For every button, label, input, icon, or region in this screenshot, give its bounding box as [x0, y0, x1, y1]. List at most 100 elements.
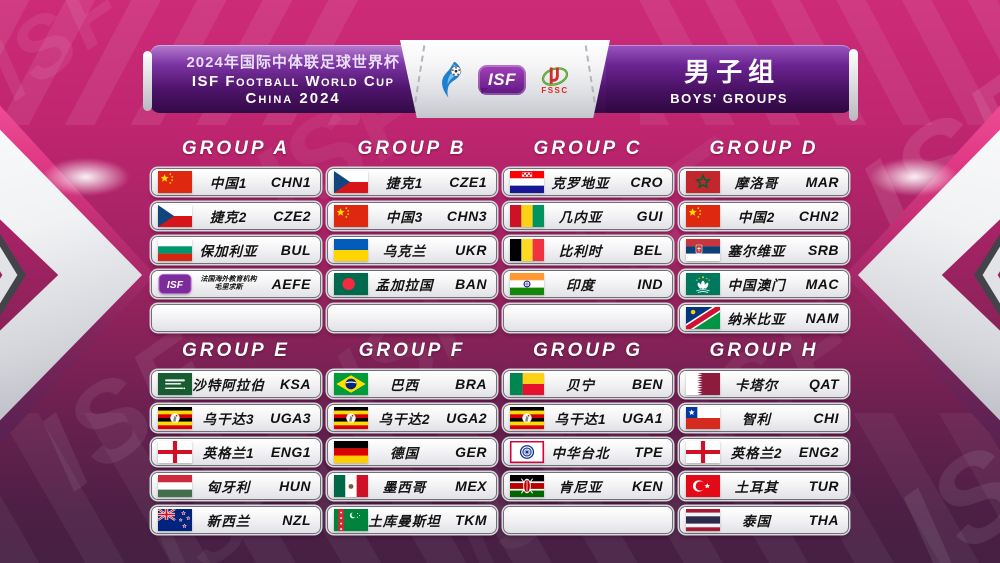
team-name: 肯尼亚	[558, 480, 603, 495]
team-row: 乌干达3 UGA3	[152, 405, 320, 431]
team-row: 保加利亚 BUL	[152, 237, 320, 263]
team-name: 土耳其	[734, 480, 779, 495]
team-name: 中国2	[737, 210, 776, 225]
china-flag-icon	[686, 205, 720, 227]
benin-flag-icon	[510, 373, 544, 395]
team-code: GER	[455, 444, 487, 460]
group-e: GROUP E 沙特阿拉伯 KSA 乌干达3 UGA3 英格兰1 ENG1 匈牙利 HU…	[152, 340, 320, 541]
header-right-panel: 男子组 BOYS' GROUPS	[606, 45, 858, 121]
team-name: 几内亚	[558, 210, 603, 225]
team-code: QAT	[808, 376, 839, 392]
mexico-flag-icon	[334, 475, 368, 497]
team-code: NZL	[282, 512, 311, 528]
team-code: IND	[637, 276, 663, 292]
team-row: 沙特阿拉伯 KSA	[152, 371, 320, 397]
group-title: GROUP B	[357, 138, 467, 159]
empty-flag-slot	[334, 307, 368, 329]
thailand-flag-icon	[686, 509, 720, 531]
team-row: 中华台北 TPE	[504, 439, 672, 465]
isf-aefe-flag-icon: ISF	[158, 273, 192, 295]
team-code: UGA1	[622, 410, 663, 426]
team-row: 几内亚 GUI	[504, 203, 672, 229]
header-banner: 2024年国际中体联足球世界杯 ISF Football World Cup C…	[142, 40, 858, 121]
team-code: CRO	[630, 174, 663, 190]
group-c: GROUP C 克罗地亚 CRO 几内亚 GUI 比利时 BEL 印度 IND	[504, 138, 672, 339]
svg-text:ISF: ISF	[167, 280, 184, 291]
team-row: 乌干达2 UGA2	[328, 405, 496, 431]
team-row: 中国3 CHN3	[328, 203, 496, 229]
team-row: 贝宁 BEN	[504, 371, 672, 397]
isf-logo-label: ISF	[488, 70, 516, 89]
namibia-flag-icon	[686, 307, 720, 329]
qatar-flag-icon	[686, 373, 720, 395]
team-code: BEL	[633, 242, 663, 258]
team-row: 中国澳门 MAC	[680, 271, 848, 297]
group-g: GROUP G 贝宁 BEN 乌干达1 UGA1 中华台北 TPE 肯尼亚 KEN	[504, 340, 672, 541]
czech-flag-icon	[158, 205, 192, 227]
team-name: 墨西哥	[382, 480, 427, 495]
team-row: 土库曼斯坦 TKM	[328, 507, 496, 533]
team-name: 中华台北	[551, 446, 610, 461]
team-row: 泰国 THA	[680, 507, 848, 533]
fssc-emblem-icon	[541, 67, 569, 86]
belgium-flag-icon	[510, 239, 544, 261]
team-code: TPE	[634, 444, 663, 460]
team-code: MEX	[455, 478, 487, 494]
groups-grid-bottom: GROUP E 沙特阿拉伯 KSA 乌干达3 UGA3 英格兰1 ENG1 匈牙利 HU…	[152, 340, 848, 541]
team-code: CZE2	[273, 208, 311, 224]
team-name: 中国3	[385, 210, 424, 225]
team-code: SRB	[807, 242, 839, 258]
ukraine-flag-icon	[334, 239, 368, 261]
team-row: 孟加拉国 BAN	[328, 271, 496, 297]
team-code: KSA	[279, 376, 311, 392]
group-title: GROUP A	[181, 138, 291, 159]
empty-flag-slot	[158, 307, 192, 329]
team-row: 克罗地亚 CRO	[504, 169, 672, 195]
group-title: GROUP G	[532, 340, 644, 361]
team-row: ISF 法国海外教育机构 毛里求斯 AEFE	[152, 271, 320, 297]
team-name: 印度	[566, 278, 595, 293]
team-name: 英格兰2	[730, 446, 783, 461]
team-row: 摩洛哥 MAR	[680, 169, 848, 195]
team-row: 墨西哥 MEX	[328, 473, 496, 499]
team-name: 捷克1	[385, 176, 424, 191]
team-name: 保加利亚	[199, 244, 258, 259]
team-code: THA	[808, 512, 839, 528]
uganda-flag-icon	[158, 407, 192, 429]
team-name: 智利	[742, 412, 771, 427]
macau-flag-icon	[686, 273, 720, 295]
team-row: 乌克兰 UKR	[328, 237, 496, 263]
team-code: CHI	[813, 410, 839, 426]
right-chevron-decoration	[845, 40, 1000, 510]
czech-flag-icon	[334, 171, 368, 193]
team-row: 肯尼亚 KEN	[504, 473, 672, 499]
team-row: 捷克2 CZE2	[152, 203, 320, 229]
croatia-flag-icon	[510, 171, 544, 193]
team-row: 土耳其 TUR	[680, 473, 848, 499]
team-code: AEFE	[271, 276, 311, 292]
team-row: 捷克1 CZE1	[328, 169, 496, 195]
team-row: 英格兰2 ENG2	[680, 439, 848, 465]
newzealand-flag-icon	[158, 509, 192, 531]
team-code: NAM	[805, 310, 839, 326]
turkmenistan-flag-icon	[334, 509, 368, 531]
team-row: 纳米比亚 NAM	[680, 305, 848, 331]
tournament-cup-logo	[442, 61, 462, 98]
team-code: UGA3	[270, 410, 311, 426]
team-code: UKR	[455, 242, 487, 258]
england-flag-icon	[686, 441, 720, 463]
fssc-logo-label: FSSC	[541, 86, 569, 95]
team-code: CHN2	[798, 208, 839, 224]
group-h: GROUP H 卡塔尔 QAT 智利 CHI 英格兰2 ENG2 土耳其 TUR 泰国 TH…	[680, 340, 848, 541]
morocco-flag-icon	[686, 171, 720, 193]
china-flag-icon	[334, 205, 368, 227]
team-row: 比利时 BEL	[504, 237, 672, 263]
empty-flag-slot	[510, 509, 544, 531]
team-row: 中国2 CHN2	[680, 203, 848, 229]
team-name: 比利时	[558, 244, 603, 259]
team-code: MAR	[805, 174, 839, 190]
team-row: 德国 GER	[328, 439, 496, 465]
chile-flag-icon	[686, 407, 720, 429]
group-d: GROUP D 摩洛哥 MAR 中国2 CHN2 塞尔维亚 SRB 中国澳门 MAC 纳…	[680, 138, 848, 339]
